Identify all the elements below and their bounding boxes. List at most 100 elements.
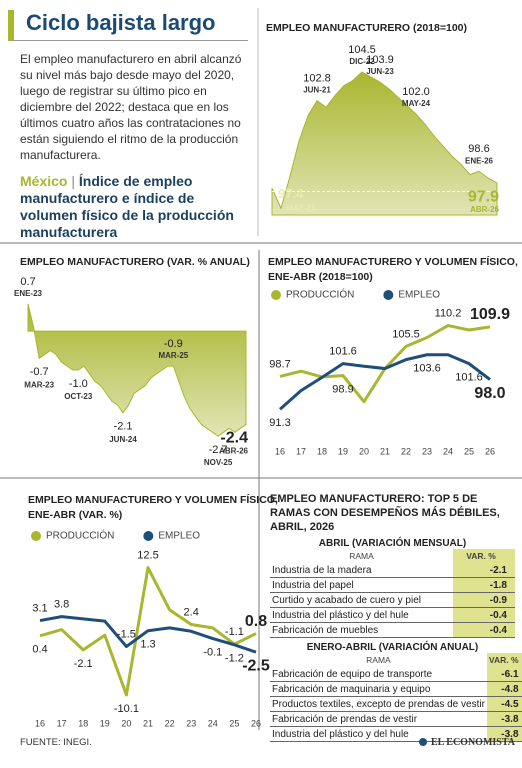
data-label: -2.7 — [209, 444, 228, 456]
label-cell: Fabricación de prendas de vestir — [270, 711, 487, 727]
data-label: -2.4 — [220, 430, 248, 447]
table-row: Fabricación de prendas de vestir -3.8 — [270, 711, 522, 727]
line — [279, 324, 491, 404]
x-tick-label: 19 — [100, 718, 110, 728]
x-tick-label: 24 — [443, 446, 453, 456]
x-tick-label: 22 — [165, 718, 175, 728]
country: México — [20, 173, 68, 189]
data-label: -2.5 — [242, 657, 270, 674]
table-row: Productos textiles, excepto de prendas d… — [270, 696, 522, 712]
body-text: El empleo manufacturero en abril alcanzó… — [20, 52, 242, 162]
data-label: -10.1 — [114, 703, 139, 715]
data-label: 2.4 — [184, 606, 199, 618]
label-cell: Industria de la madera — [270, 563, 453, 578]
table-row: Industria de la madera -2.1 — [270, 563, 515, 578]
value-cell: -4.8 — [486, 681, 522, 697]
x-tick-label: 26 — [485, 446, 495, 456]
table: EMPLEO MANUFACTURERO: TOP 5 DE RAMAS CON… — [270, 492, 522, 742]
x-tick-label: 16 — [35, 718, 45, 728]
x-tick-label: 24 — [208, 718, 218, 728]
point-label: ABR-26 — [470, 205, 499, 214]
value-cell: -3.8 — [486, 711, 522, 727]
section-table: RAMA VAR. % Fabricación de equipo de trans… — [270, 653, 522, 742]
x-tick-label: 22 — [401, 446, 411, 456]
data-label: 0.4 — [32, 644, 47, 656]
table-row: Fabricación de equipo de transporte -6.1 — [270, 667, 522, 682]
label-cell: Curtido y acabado de cuero y piel — [270, 592, 453, 608]
point-label: NOV-25 — [204, 458, 233, 467]
x-tick-label: 19 — [338, 446, 348, 456]
data-label: 97.9 — [468, 188, 499, 205]
point-label: OCT-23 — [64, 392, 93, 401]
subtitle: México | Índice de empleo manufacturero … — [20, 173, 248, 241]
area — [271, 71, 498, 216]
value-cell: -6.1 — [486, 667, 522, 682]
data-label: 103.6 — [413, 363, 441, 375]
value-cell: -0.9 — [453, 592, 515, 608]
data-label: -0.1 — [203, 647, 222, 659]
data-label: 104.5 — [348, 44, 376, 56]
point-label: JUN-21 — [303, 86, 331, 95]
separator: | — [71, 173, 75, 189]
data-label: 101.6 — [329, 346, 357, 358]
data-label: 110.2 — [435, 307, 462, 319]
header-cell: RAMA — [366, 655, 391, 665]
x-tick-label: 21 — [143, 718, 153, 728]
label-cell: Fabricación de muebles — [270, 622, 453, 638]
x-tick-label: 18 — [78, 718, 88, 728]
table-row: Fabricación de muebles -0.4 — [270, 622, 515, 638]
data-label: -2.1 — [114, 421, 133, 433]
legend-label: EMPLEO — [158, 531, 200, 542]
reference-label: MAY-25 — [286, 203, 316, 213]
value-cell: -4.5 — [486, 696, 522, 712]
section-title: ENERO-ABRIL (VARIACIÓN ANUAL) — [306, 642, 479, 653]
header-row: RAMA VAR. % — [270, 549, 515, 563]
data-label: -1.2 — [225, 653, 244, 665]
point-label: ABR-26 — [219, 447, 248, 456]
x-tick-label: 23 — [186, 718, 196, 728]
table-title: EMPLEO MANUFACTURERO: TOP 5 DE RAMAS CON… — [270, 493, 500, 533]
label-cell: Productos textiles, excepto de prendas d… — [270, 696, 487, 712]
chart-title: EMPLEO MANUFACTURERO (2018=100) — [266, 22, 467, 34]
point-label: JUN-23 — [366, 67, 394, 76]
section-table: RAMA VAR. % Industria de la madera -2.1 Indu… — [270, 549, 515, 638]
data-label: 0.8 — [245, 613, 267, 630]
point-label: DIC-22 — [349, 57, 375, 66]
data-label: 3.1 — [32, 602, 47, 614]
data-label: -1.5 — [117, 628, 136, 640]
data-label: 91.3 — [269, 417, 290, 429]
data-label: 0.7 — [20, 276, 35, 288]
legend-marker — [271, 290, 281, 300]
label-cell: Fabricación de equipo de transporte — [270, 667, 487, 682]
table-row: Fabricación de maquinaria y equipo -4.8 — [270, 681, 522, 697]
header-cell: VAR. % — [453, 549, 515, 563]
page-title: Ciclo bajista largo — [8, 10, 248, 41]
data-label: 103.9 — [366, 54, 394, 66]
data-label: 105.5 — [392, 328, 420, 340]
x-tick-label: 20 — [359, 446, 369, 456]
data-label: 102.8 — [303, 73, 331, 85]
data-label: 98.7 — [269, 358, 290, 370]
label-cell: Industria del plástico y del hule — [270, 607, 453, 623]
header-row: RAMA VAR. % — [270, 653, 522, 667]
data-label: -1.0 — [69, 378, 88, 390]
point-label: ENE-26 — [465, 156, 494, 165]
chart-title: EMPLEO MANUFACTURERO Y VOLUMEN FÍSICO, — [28, 493, 278, 506]
data-label: 3.8 — [54, 599, 69, 611]
reference-value: 97.4 — [278, 186, 304, 201]
footer: FUENTE: INEGI. EL ECONOMISTA — [20, 737, 515, 748]
line — [39, 615, 257, 654]
data-label: 98.6 — [468, 143, 489, 155]
x-tick-label: 21 — [380, 446, 390, 456]
point-label: ENE-23 — [14, 289, 43, 298]
x-tick-label: 25 — [229, 718, 239, 728]
point-label: MAY-24 — [402, 99, 431, 108]
subtitle-text: Índice de empleo manufacturero e índice … — [20, 173, 234, 240]
data-label: -0.7 — [30, 366, 49, 378]
chart-title: EMPLEO MANUFACTURERO (VAR. % ANUAL) — [20, 256, 250, 268]
section-title: ABRIL (VARIACIÓN MENSUAL) — [318, 538, 467, 549]
x-tick-label: 16 — [275, 446, 285, 456]
legend-marker — [383, 290, 394, 300]
